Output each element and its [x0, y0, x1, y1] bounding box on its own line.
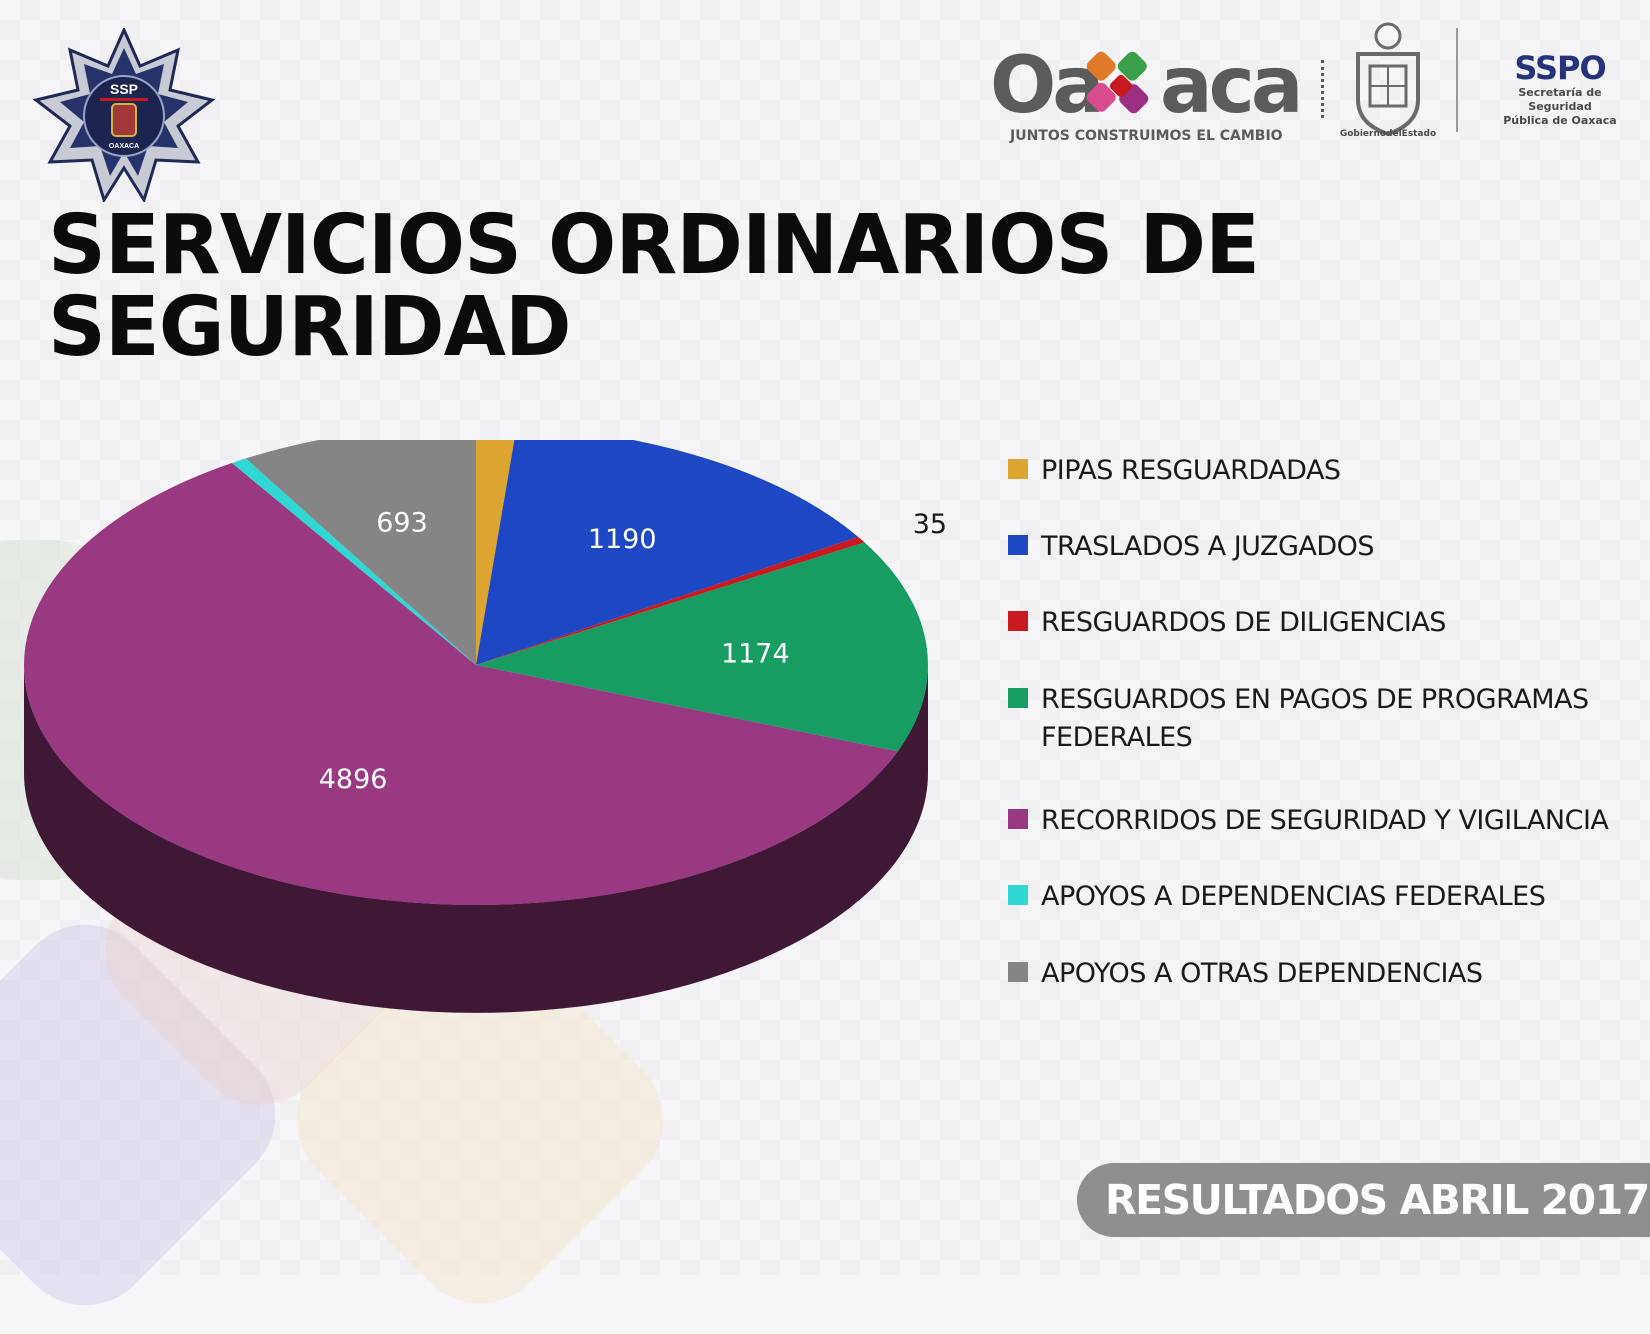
legend-item: RESGUARDOS DE DILIGENCIAS [1008, 604, 1631, 642]
pie-chart: 1171190351174489647693 [24, 440, 947, 1013]
legend-label: TRASLADOS A JUZGADOS [1041, 531, 1375, 562]
legend-swatch [1008, 535, 1028, 555]
legend-label: RESGUARDOS DE DILIGENCIAS [1041, 607, 1446, 638]
pie-data-label: 35 [913, 509, 947, 540]
badge-top-text: SSP [110, 81, 138, 97]
legend-swatch [1008, 459, 1028, 479]
legend-item: APOYOS A DEPENDENCIAS FEDERALES [1008, 878, 1631, 916]
legend-label: RECORRIDOS DE SEGURIDAD Y VIGILANCIA [1041, 805, 1609, 836]
legend-item: PIPAS RESGUARDADAS [1008, 452, 1631, 490]
legend-label: APOYOS A OTRAS DEPENDENCIAS [1041, 958, 1483, 989]
pie-data-label: 693 [376, 508, 428, 539]
page-title: SERVICIOS ORDINARIOS DE SEGURIDAD [48, 198, 1260, 375]
pie-slice [476, 440, 859, 665]
gobierno-caption: GobiernodelEstado [1340, 129, 1436, 139]
badge-bottom-text: OAXACA [109, 143, 139, 150]
pie-slice [245, 440, 476, 665]
legend-swatch [1008, 885, 1028, 905]
gobierno-estado-logo: GobiernodelEstado [1340, 22, 1436, 139]
svg-text:aca: aca [1160, 41, 1300, 131]
pie-slice [231, 458, 476, 665]
pie-slice [476, 542, 928, 752]
logo-separator-dots [1321, 60, 1327, 118]
sspo-line1: Secretaría de Seguridad [1518, 86, 1602, 113]
pie-slice [476, 536, 865, 665]
footer-banner [1077, 1163, 1650, 1237]
legend-swatch [1008, 809, 1028, 829]
ssp-police-badge: SSP OAXACA [32, 28, 216, 202]
legend-label: RESGUARDOS EN PAGOS DE PROGRAMAS FEDERAL… [1041, 684, 1589, 753]
legend-item: APOYOS A OTRAS DEPENDENCIAS [1008, 955, 1631, 993]
pie-data-label: 1190 [588, 524, 657, 555]
pie-data-label: 4896 [319, 764, 388, 795]
sspo-acronym: SSPO [1514, 49, 1606, 87]
legend-label: PIPAS RESGUARDADAS [1041, 455, 1341, 486]
legend-item: TRASLADOS A JUZGADOS [1008, 528, 1631, 566]
logo-separator-line [1456, 28, 1458, 132]
sspo-line2: Pública de Oaxaca [1503, 114, 1617, 127]
pie-side-wall [24, 665, 928, 1013]
pie-slice [24, 462, 898, 905]
oaxaca-x-mark [1086, 51, 1149, 114]
pie-slice [476, 440, 515, 665]
svg-text:Oa: Oa [990, 41, 1101, 131]
legend-label: APOYOS A DEPENDENCIAS FEDERALES [1041, 881, 1546, 912]
pie-data-label: 1174 [721, 639, 790, 670]
legend-swatch [1008, 962, 1028, 982]
legend-swatch [1008, 688, 1028, 708]
sspo-logo: SSPO Secretaría de Seguridad Pública de … [1485, 50, 1635, 128]
footer-label: RESULTADOS ABRIL 2017 [1105, 1176, 1650, 1224]
legend-item: RECORRIDOS DE SEGURIDAD Y VIGILANCIA [1008, 802, 1631, 840]
legend-swatch [1008, 611, 1028, 631]
legend-item: RESGUARDOS EN PAGOS DE PROGRAMAS FEDERAL… [1008, 681, 1631, 757]
oaxaca-tagline: JUNTOS CONSTRUIMOS EL CAMBIO [1009, 128, 1283, 144]
oaxaca-logo: Oa aca JUNTOS CONSTRUIMOS EL CAMBIO [990, 41, 1300, 144]
